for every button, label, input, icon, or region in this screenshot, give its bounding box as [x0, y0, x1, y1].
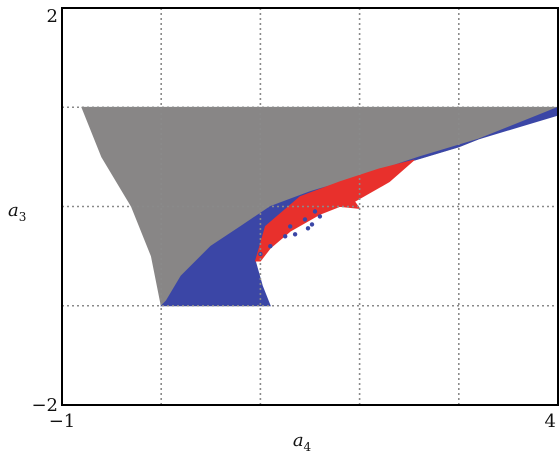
blue-speck — [317, 214, 323, 219]
blue-speck — [305, 226, 311, 231]
tick-labels: −1 4 −2 2 — [31, 6, 556, 432]
blue-speck — [288, 224, 293, 229]
blue-speck — [292, 232, 298, 237]
x-tick-label: 4 — [545, 411, 556, 432]
y-tick-label: 2 — [47, 6, 58, 27]
region-red — [254, 159, 415, 262]
blue-speck — [309, 222, 315, 227]
blue-speck — [302, 217, 308, 222]
blue-speck — [283, 234, 288, 239]
blue-speck — [312, 209, 318, 214]
plot-frame — [61, 7, 559, 406]
blue-specks-layer — [258, 209, 323, 257]
grid-layer — [62, 8, 558, 405]
x-tick-label: −1 — [49, 411, 76, 432]
y-axis-label: a3 — [8, 200, 26, 224]
blue-speck — [268, 244, 273, 249]
regions-layer — [81, 106, 559, 307]
x-axis-label: a4 — [293, 430, 312, 454]
y-tick-label: −2 — [31, 395, 58, 416]
